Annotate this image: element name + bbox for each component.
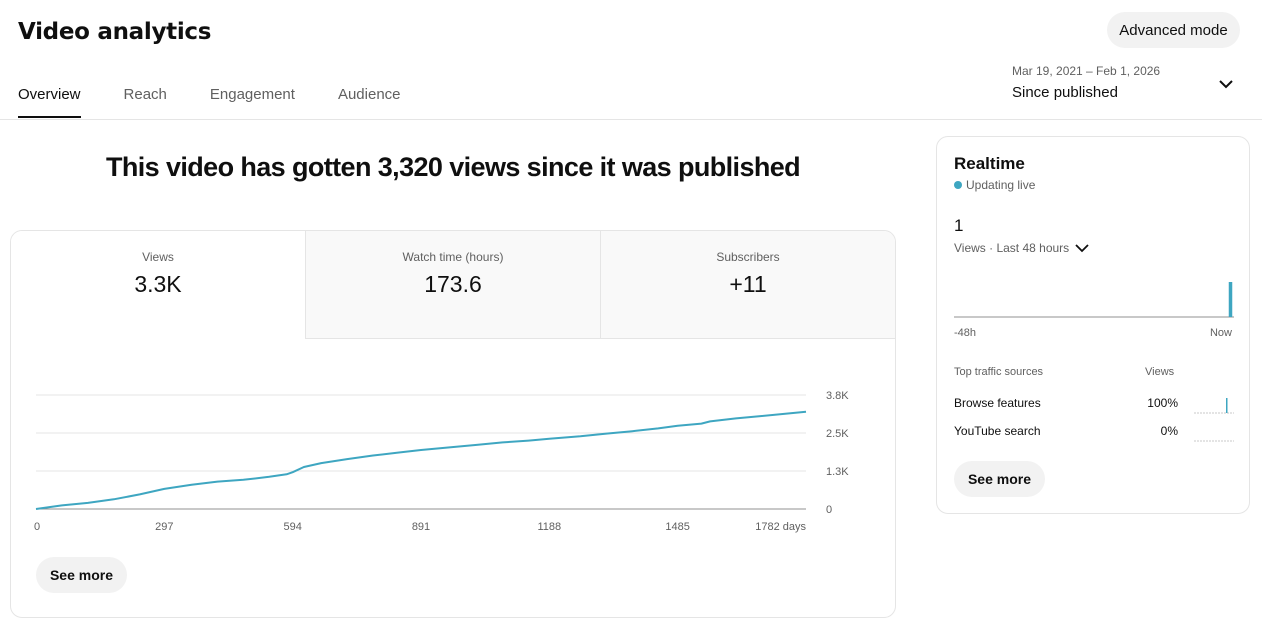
realtime-live-indicator: Updating live	[954, 178, 1035, 192]
sparkline-bar	[1226, 398, 1228, 413]
realtime-card: Realtime Updating live 1 Views · Last 48…	[936, 136, 1250, 514]
y-tick-label: 1.3K	[826, 466, 849, 478]
realtime-period-label: Views · Last 48 hours	[954, 241, 1070, 255]
realtime-views-value: 1	[954, 216, 964, 235]
x-tick-label: 1782 days	[755, 521, 806, 533]
realtime-title: Realtime	[954, 154, 1025, 173]
analytics-tabs: Overview Reach Engagement Audience	[18, 76, 444, 120]
realtime-bar	[1228, 282, 1233, 317]
tab-engagement[interactable]: Engagement	[209, 86, 295, 103]
tab-reach[interactable]: Reach	[123, 86, 167, 103]
views-headline: This video has gotten 3,320 views since …	[105, 152, 801, 182]
realtime-see-more-button[interactable]: See more	[954, 461, 1045, 497]
traffic-source-name: Browse features	[954, 396, 1041, 410]
chevron-down-icon	[1075, 244, 1089, 253]
traffic-source-percent: 0%	[1160, 424, 1178, 438]
metric-subscribers[interactable]: Subscribers +11	[600, 231, 895, 339]
traffic-sparkline	[1194, 398, 1234, 414]
traffic-source-name: YouTube search	[954, 424, 1041, 438]
x-tick-label: 1485	[665, 521, 689, 533]
traffic-header-views: Views	[1145, 366, 1175, 378]
x-tick-label: 1188	[538, 521, 562, 533]
date-range-text: Mar 19, 2021 – Feb 1, 2026	[1012, 64, 1161, 78]
metric-value: 173.6	[424, 271, 482, 297]
y-tick-label: 0	[826, 504, 832, 516]
metric-value: +11	[729, 271, 767, 297]
x-tick-label: 594	[283, 521, 301, 533]
traffic-sources-header: Top traffic sources Views	[954, 366, 1234, 378]
realtime-live-label: Updating live	[966, 178, 1036, 192]
advanced-mode-button[interactable]: Advanced mode	[1107, 12, 1240, 48]
date-range-picker[interactable]: Mar 19, 2021 – Feb 1, 2026 Since publish…	[1012, 64, 1240, 106]
tab-audience[interactable]: Audience	[337, 86, 401, 103]
traffic-sparkline	[1194, 440, 1234, 442]
realtime-axis-end: Now	[1209, 327, 1232, 339]
metric-value: 3.3K	[134, 271, 182, 297]
page-title: Video analytics	[18, 19, 212, 45]
traffic-header-source: Top traffic sources	[954, 366, 1044, 378]
date-range-label: Since published	[1012, 84, 1118, 101]
x-tick-label: 0	[34, 521, 40, 533]
metric-tabs: Views 3.3K Watch time (hours) 173.6 Subs…	[11, 231, 895, 339]
metric-watch-time[interactable]: Watch time (hours) 173.6	[305, 231, 600, 339]
chevron-down-icon	[1219, 80, 1233, 89]
realtime-period-selector[interactable]: Views · Last 48 hours	[954, 241, 1089, 255]
traffic-row-browse: Browse features 100%	[954, 396, 1234, 414]
realtime-axis-start: -48h	[954, 327, 977, 339]
x-tick-label: 891	[412, 521, 430, 533]
y-tick-label: 2.5K	[826, 428, 849, 440]
views-line-chart: 0 1.3K 2.5K 3.8K 0 297 594 891 1188 1485 1782 days	[34, 390, 849, 533]
traffic-source-percent: 100%	[1147, 396, 1178, 410]
metric-label: Watch time (hours)	[402, 250, 504, 264]
x-tick-label: 297	[155, 521, 173, 533]
metric-views[interactable]: Views 3.3K	[11, 231, 305, 339]
metric-label: Subscribers	[716, 250, 780, 264]
metric-label: Views	[142, 250, 174, 264]
header-divider	[0, 119, 1262, 120]
views-series-line	[35, 410, 807, 510]
y-tick-label: 3.8K	[826, 390, 849, 402]
realtime-bar-chart	[954, 282, 1234, 318]
tab-overview[interactable]: Overview	[18, 76, 81, 120]
live-dot-icon	[954, 181, 962, 189]
traffic-row-search: YouTube search 0%	[954, 424, 1234, 442]
see-more-button[interactable]: See more	[36, 557, 127, 593]
overview-card: Views 3.3K Watch time (hours) 173.6 Subs…	[10, 230, 896, 618]
